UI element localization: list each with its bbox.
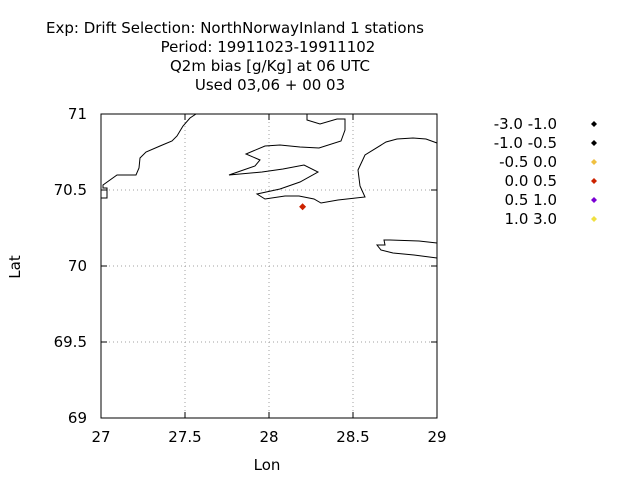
data-point [299,203,307,211]
legend-label: 1.0 3.0 [505,210,557,228]
chart-title-line-4: Used 03,06 + 00 03 [195,76,345,94]
x-tick-label: 29 [427,428,446,446]
coastline-segment [228,114,438,204]
legend: -3.0 -1.0-1.0 -0.5-0.5 0.00.0 0.50.5 1.0… [494,115,597,228]
x-tick-label: 27 [91,428,110,446]
x-axis-label: Lon [254,456,281,474]
coastline-segment [101,113,197,199]
legend-label: 0.0 0.5 [505,172,557,190]
x-tick-label: 27.5 [168,428,201,446]
legend-label: -1.0 -0.5 [494,134,557,152]
coastline-segment [375,239,438,259]
grid [101,114,437,418]
x-tick-label: 28.5 [336,428,369,446]
chart-title-line-2: Period: 19911023-19911102 [161,38,376,56]
x-tick-label: 28 [259,428,278,446]
coastline [101,113,438,259]
legend-label: -0.5 0.0 [499,153,557,171]
chart-title-line-3: Q2m bias [g/Kg] at 06 UTC [170,57,370,75]
legend-label: 0.5 1.0 [505,191,557,209]
legend-marker [591,197,597,203]
legend-label: -3.0 -1.0 [494,115,557,133]
x-ticks: 27 27.5 28 28.5 29 [91,114,447,446]
y-axis-label: Lat [6,255,24,279]
y-tick-label: 69.5 [54,333,87,351]
legend-marker [591,121,597,127]
y-tick-label: 70.5 [54,181,87,199]
y-tick-label: 70 [68,257,87,275]
data-points [299,203,307,211]
chart-title-line-1: Exp: Drift Selection: NorthNorwayInland … [46,19,424,37]
legend-marker [591,140,597,146]
legend-marker [591,159,597,165]
legend-marker [591,216,597,222]
y-ticks: 69 69.5 70 70.5 71 [54,105,437,427]
legend-marker [591,178,597,184]
y-tick-label: 69 [68,409,87,427]
y-tick-label: 71 [68,105,87,123]
